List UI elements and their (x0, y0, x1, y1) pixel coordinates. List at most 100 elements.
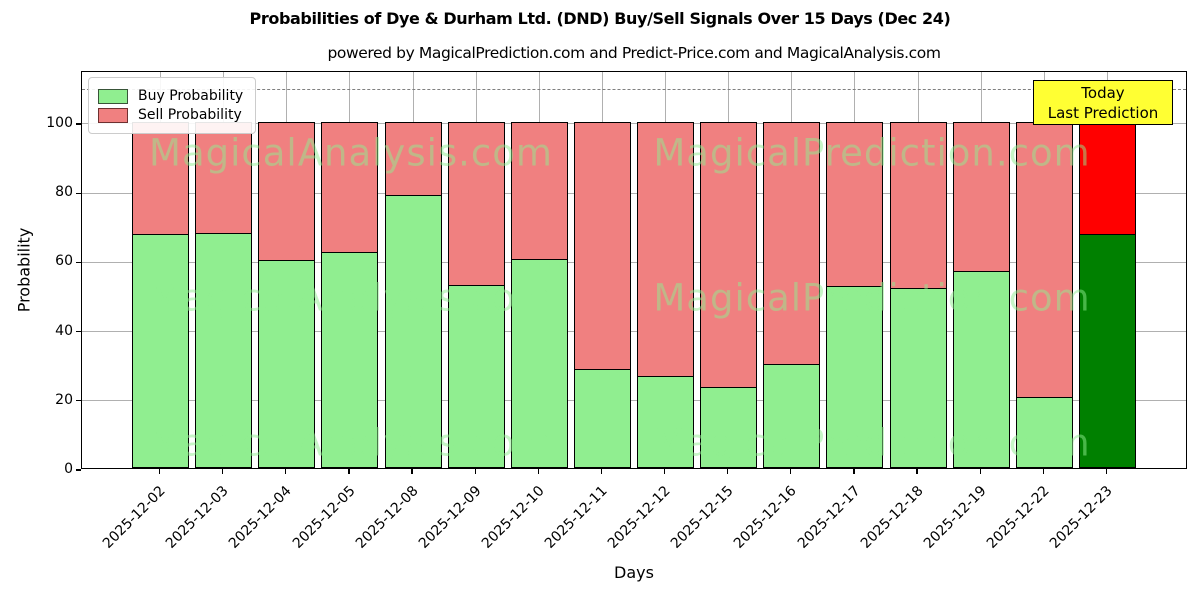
bar-sell (384, 121, 442, 196)
x-tick-mark (474, 469, 476, 474)
bar-buy (952, 270, 1010, 468)
y-tick-label: 100 (46, 114, 73, 131)
x-tick-label: 2025-12-09 (415, 483, 485, 552)
watermark-text: MagicalAnalysis.com (149, 421, 553, 465)
legend-label: Sell Probability (138, 107, 242, 123)
y-tick-mark (76, 261, 81, 264)
bar-buy (889, 288, 947, 468)
x-tick-label: 2025-12-05 (289, 483, 359, 552)
chart-legend: Buy Probability Sell Probability (88, 77, 257, 134)
legend-item: Buy Probability (98, 88, 243, 104)
legend-label: Buy Probability (138, 88, 244, 104)
x-tick-mark (600, 469, 603, 474)
bar-buy (258, 260, 316, 468)
x-tick-mark (537, 469, 539, 474)
today-annotation-line1: Today (1081, 83, 1125, 102)
bar-buy (195, 232, 253, 468)
x-tick-mark (1042, 469, 1045, 474)
y-tick-label: 0 (64, 461, 73, 477)
y-tick-label: 60 (55, 253, 73, 270)
x-tick-label: 2025-12-22 (983, 483, 1053, 552)
bar-sell (195, 121, 253, 234)
x-tick-mark (1105, 469, 1108, 474)
x-tick-mark (348, 469, 350, 474)
x-tick-label: 2025-12-12 (605, 483, 674, 552)
today-annotation: Today Last Prediction (1033, 80, 1173, 125)
bar-sell (826, 121, 884, 288)
x-tick-label: 2025-12-16 (731, 483, 801, 552)
x-tick-mark (853, 469, 855, 474)
y-gridline (82, 123, 1186, 125)
x-tick-mark (222, 469, 224, 474)
bar-sell (510, 121, 568, 260)
x-tick-label: 2025-12-15 (668, 483, 737, 552)
x-tick-label: 2025-12-10 (478, 483, 548, 552)
bar-buy (700, 386, 758, 468)
bar-buy (510, 258, 568, 468)
x-tick-mark (411, 469, 413, 474)
watermark-text: MagicalAnalysis.com (149, 131, 553, 175)
y-tick-label: 80 (55, 184, 73, 201)
y-tick-mark (76, 400, 81, 402)
bar-buy (763, 364, 821, 468)
bar-buy (826, 286, 884, 468)
x-tick-mark (727, 469, 729, 474)
plot-area: MagicalAnalysis.com MagicalPrediction.com… (76, 71, 1187, 471)
x-tick-label: 2025-12-11 (541, 483, 611, 552)
watermark-text: MagicalPrediction.com (653, 421, 1091, 465)
bar-buy (637, 376, 695, 468)
x-tick-mark (285, 469, 287, 474)
y-axis-label: Probability (14, 227, 34, 313)
x-tick-mark (663, 469, 666, 474)
x-tick-label: 2025-12-17 (794, 483, 864, 552)
x-tick-label: 2025-12-19 (920, 483, 990, 552)
legend-swatch-buy (98, 88, 128, 104)
bar-buy (573, 369, 631, 468)
y-gridline (82, 192, 1186, 194)
x-tick-mark (790, 469, 792, 474)
bar-sell (952, 121, 1010, 272)
y-tick-mark (76, 123, 81, 125)
bar-sell (132, 121, 189, 236)
bar-sell (1015, 121, 1073, 399)
chart-subtitle: powered by MagicalPrediction.com and Pre… (327, 44, 941, 62)
bar-sell (700, 121, 758, 388)
watermark-text: MagicalPrediction.com (653, 276, 1091, 320)
watermark-text: MagicalAnalysis.com (149, 276, 553, 320)
y-gridline (82, 331, 1186, 333)
y-tick-label: 20 (55, 391, 73, 408)
y-gridline (82, 400, 1186, 402)
bar-sell (637, 121, 695, 378)
bar-sell-today (1078, 121, 1136, 236)
bar-sell (573, 121, 631, 371)
bar-buy (384, 194, 442, 468)
x-tick-label: 2025-12-04 (226, 483, 296, 552)
bar-sell (258, 121, 316, 262)
bar-sell (889, 121, 947, 290)
y-tick-mark (76, 469, 81, 471)
threshold-dashed-line (82, 89, 1186, 91)
bar-sell (321, 121, 379, 253)
y-tick-mark (76, 192, 81, 194)
watermark-text: MagicalPrediction.com (653, 131, 1091, 175)
x-tick-mark (979, 469, 981, 474)
bar-buy (447, 284, 505, 468)
x-tick-label: 2025-12-23 (1046, 483, 1116, 552)
bar-buy (321, 251, 379, 468)
bar-sell (447, 121, 505, 286)
x-tick-label: 2025-12-18 (857, 483, 927, 552)
x-tick-label: 2025-12-02 (99, 483, 169, 552)
y-tick-mark (76, 330, 81, 333)
x-tick-mark (916, 469, 918, 474)
y-gridline (82, 261, 1186, 263)
x-tick-mark (158, 469, 161, 474)
x-tick-label: 2025-12-03 (163, 483, 232, 552)
chart-title: Probabilities of Dye & Durham Ltd. (DND)… (249, 9, 951, 28)
x-tick-label: 2025-12-08 (352, 483, 422, 552)
x-axis-label: Days (614, 563, 654, 582)
y-tick-label: 40 (55, 322, 73, 339)
today-annotation-line2: Last Prediction (1047, 103, 1159, 122)
bar-buy-today (1078, 234, 1136, 468)
bar-sell (763, 121, 821, 366)
